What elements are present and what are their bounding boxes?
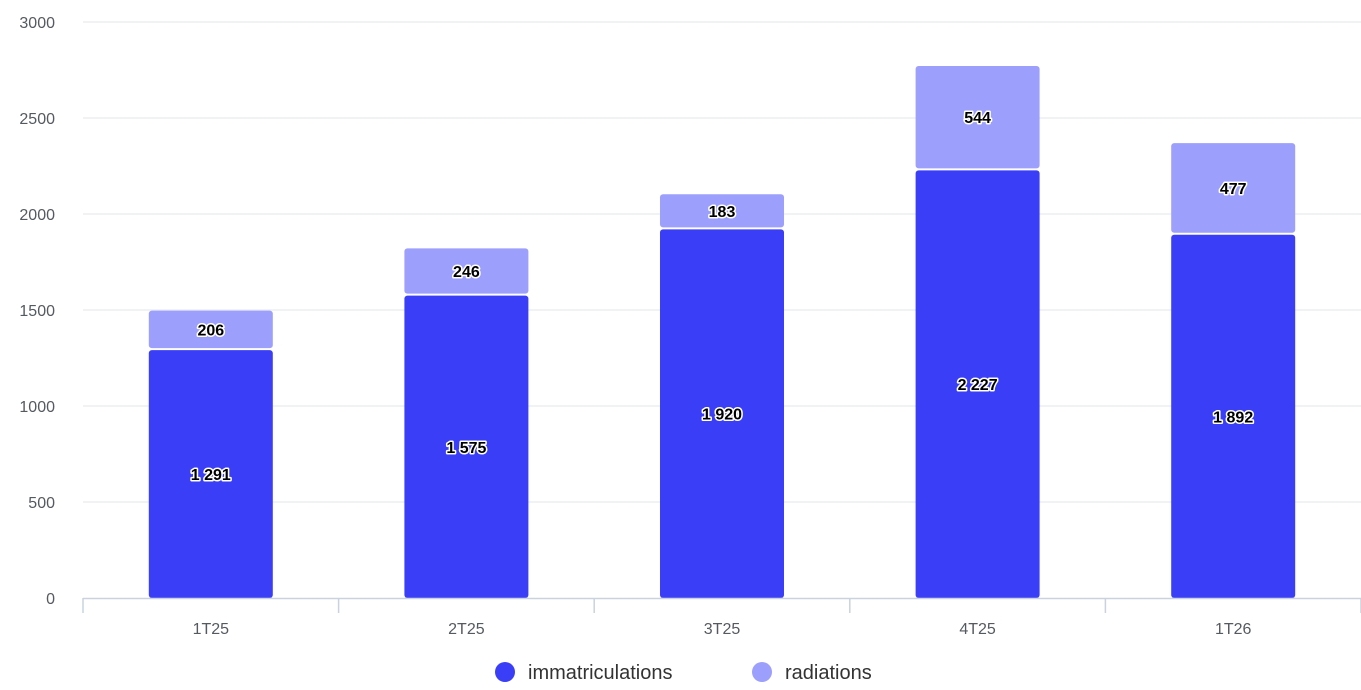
y-axis-ticks: 0 500 1000 1500 2000 2500 3000 [19,15,55,608]
data-label-radiations: 206 [197,322,224,339]
data-label-immatriculations: 2 227 [958,377,998,394]
y-tick-label: 500 [28,495,55,512]
data-labels: 1 291 206 1 575 246 1 920 183 2 227 544 1 892 477 [189,109,1255,486]
data-label-immatriculations: 1 291 [191,467,231,484]
x-tick-label: 3T25 [704,621,741,638]
legend: immatriculations radiations [495,662,872,684]
data-label-immatriculations: 1 892 [1213,409,1253,426]
bar-immatriculations[interactable] [148,350,273,598]
legend-marker [752,662,772,682]
data-label-radiations: 477 [1220,181,1247,198]
bars [148,65,1296,599]
bar-immatriculations[interactable] [404,295,529,598]
data-label-radiations: 183 [709,204,736,221]
bar-radiations[interactable] [915,65,1040,169]
bar-immatriculations[interactable] [1171,234,1296,598]
legend-marker [495,662,515,682]
data-label-immatriculations: 1 575 [446,440,486,457]
data-label-radiations: 544 [964,110,991,127]
bar-radiations[interactable] [660,194,784,228]
bar-radiations[interactable] [1171,143,1296,233]
y-tick-label: 1500 [19,303,55,320]
bar-radiations[interactable] [148,310,273,349]
data-label-radiations: 246 [453,264,480,281]
x-tick-label: 1T25 [193,621,230,638]
x-tick-label: 2T25 [448,621,485,638]
x-axis: 1T25 2T25 3T25 4T25 1T26 [82,597,1361,638]
x-tick-label: 4T25 [959,621,996,638]
y-tick-label: 2500 [19,111,55,128]
legend-item-immatriculations[interactable]: immatriculations [495,662,672,684]
y-tick-label: 1000 [19,399,55,416]
legend-label: immatriculations [528,662,672,684]
bar-immatriculations[interactable] [660,229,784,599]
y-tick-label: 2000 [19,207,55,224]
bar-radiations[interactable] [404,248,529,294]
legend-item-radiations[interactable]: radiations [752,662,872,684]
data-label-immatriculations: 1 920 [702,407,742,424]
y-tick-label: 3000 [19,15,55,32]
x-tick-label: 1T26 [1215,621,1252,638]
legend-label: radiations [785,662,872,684]
y-tick-label: 0 [46,591,55,608]
bar-immatriculations[interactable] [915,170,1040,598]
